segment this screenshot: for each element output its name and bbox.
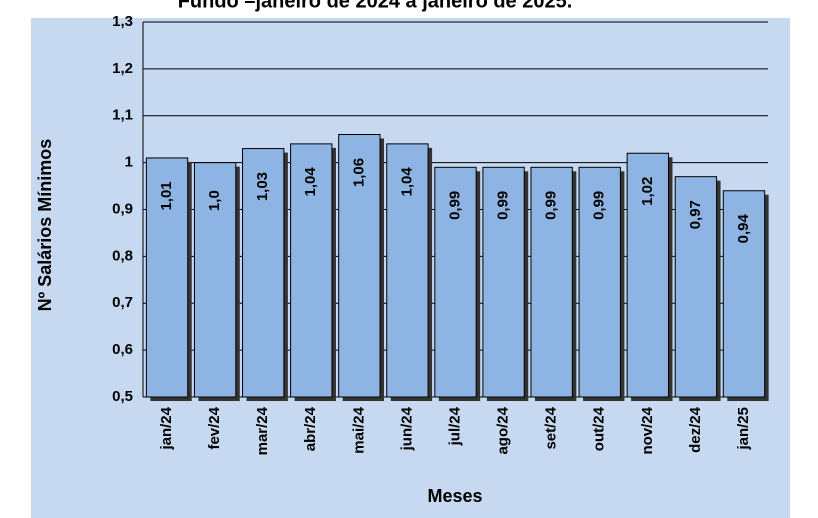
data-label: 0,94	[735, 213, 752, 243]
y-tick-label: 0,9	[112, 200, 133, 217]
y-tick-label: 1	[125, 154, 133, 171]
x-tick-label: jul/24	[446, 406, 463, 446]
x-tick-label: mar/24	[254, 406, 271, 455]
bar	[578, 166, 621, 398]
data-label: 0,99	[446, 191, 463, 220]
data-label: 1,03	[254, 172, 271, 201]
data-label: 0,99	[591, 191, 608, 220]
data-label: 1,02	[639, 177, 656, 206]
data-label: 0,97	[687, 200, 704, 229]
bar	[482, 166, 525, 398]
bar	[626, 152, 669, 398]
y-tick-label: 0,5	[112, 388, 133, 405]
x-tick-label: out/24	[591, 406, 608, 451]
y-tick-label: 1,1	[112, 107, 133, 124]
bar	[530, 166, 573, 398]
x-tick-label: mai/24	[350, 406, 367, 453]
x-tick-label: jan/25	[735, 407, 752, 451]
y-tick-label: 0,7	[112, 294, 133, 311]
bar	[242, 148, 285, 398]
y-tick-label: 0,8	[112, 247, 133, 264]
y-tick-label: 0,6	[112, 341, 133, 358]
x-tick-label: ago/24	[495, 406, 512, 454]
bar	[145, 157, 189, 398]
x-tick-label: dez/24	[687, 406, 704, 453]
y-tick-label: 1,3	[112, 13, 133, 30]
x-tick-label: set/24	[543, 406, 560, 449]
data-label: 0,99	[543, 191, 560, 220]
bar	[722, 190, 766, 398]
bar	[386, 143, 429, 398]
bar	[338, 134, 381, 398]
y-tick-label: 1,2	[112, 60, 133, 77]
data-label: 1,06	[350, 158, 367, 187]
x-tick-label: abr/24	[302, 406, 319, 451]
bar	[434, 166, 477, 398]
x-tick-label: jun/24	[398, 406, 415, 451]
x-tick-label: jan/24	[158, 406, 175, 450]
data-label: 1,0	[206, 190, 223, 211]
data-label: 1,04	[302, 167, 319, 197]
x-tick-label: nov/24	[639, 406, 656, 454]
chart-title: Fundo –janeiro de 2024 a janeiro de 2025…	[178, 0, 573, 12]
x-axis-label: Meses	[427, 486, 482, 506]
x-tick-label: fev/24	[206, 406, 223, 449]
data-label: 1,04	[398, 167, 415, 197]
data-label: 1,01	[158, 181, 175, 210]
bar	[674, 176, 718, 398]
bar	[290, 143, 333, 398]
y-axis-label: Nº Salários Mínimos	[35, 139, 55, 312]
bar	[193, 162, 237, 398]
data-label: 0,99	[495, 191, 512, 220]
